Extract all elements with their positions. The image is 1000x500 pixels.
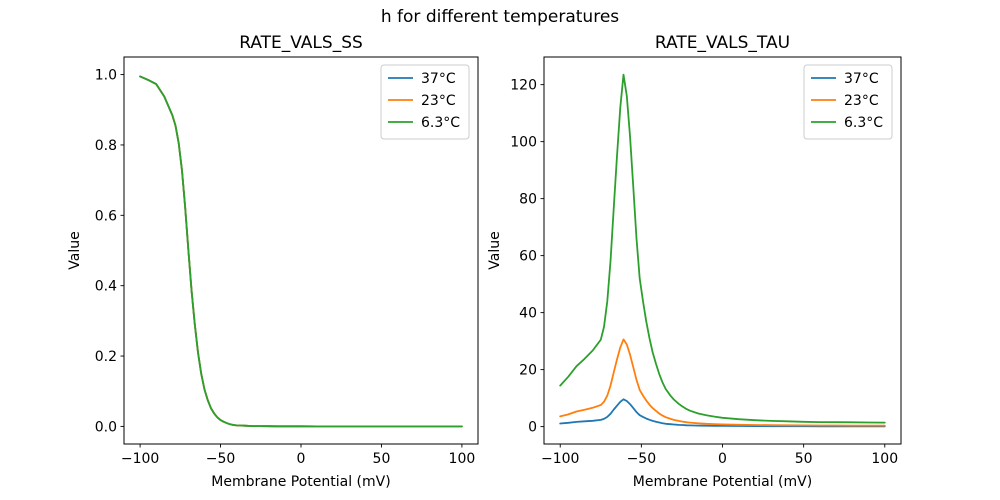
x-tick-label: 0 [297,451,306,467]
legend-box [803,64,893,140]
legend-label-23-c: 23°C [844,93,879,109]
x-tick-label: 100 [449,451,476,467]
x-tick-label: −50 [206,451,236,467]
chart-title: RATE_VALS_SS [239,33,363,53]
x-tick-label: 100 [871,451,898,467]
x-tick-label: −50 [627,451,657,467]
x-tick-label: −100 [541,451,579,467]
x-tick-label: 50 [795,451,813,467]
series-line-6-3-c [559,73,886,424]
legend: 37°C 23°C 6.3°C [380,64,470,140]
chart-rate-vals-ss: −100 −50 0 50 100 0.0 0.2 0.4 0.6 0.8 1.0 RATE_VALS… [67,33,479,490]
figure-title: h for different temperatures [380,7,620,27]
series-line-6-3-c [139,75,463,428]
legend-label-37-c: 37°C [844,71,879,87]
x-tick-label: −100 [121,451,159,467]
y-tick-label: 20 [519,363,537,379]
y-tick-label: 120 [510,78,537,94]
legend: 37°C 23°C 6.3°C [803,64,893,140]
legend-label-6-3-c: 6.3°C [421,115,460,131]
legend-label-37-c: 37°C [421,71,456,87]
series-line-23-c [559,338,886,427]
x-axis-label: Membrane Potential (mV) [211,474,390,490]
x-tick-label: 50 [373,451,391,467]
y-tick-label: 60 [519,249,537,265]
y-tick-label: 0.6 [95,208,117,224]
legend-box [380,64,470,140]
y-tick-label: 1.0 [95,68,117,84]
y-tick-label: 0.2 [95,349,117,365]
y-axis-label: Value [487,231,503,269]
y-axis-label: Value [67,231,83,269]
y-tick-label: 0.8 [95,138,117,154]
legend-label-23-c: 23°C [421,93,456,109]
y-tick-label: 80 [519,192,537,208]
chart-rate-vals-tau: −100 −50 0 50 100 0 20 40 60 80 100 120 RATE_VALS_TA… [487,33,902,490]
y-tick-label: 100 [510,135,537,151]
chart-title: RATE_VALS_TAU [655,33,790,53]
x-axis-label: Membrane Potential (mV) [633,474,812,490]
y-tick-label: 40 [519,306,537,322]
y-tick-label: 0.4 [95,279,117,295]
legend-label-6-3-c: 6.3°C [844,115,883,131]
x-tick-label: 0 [718,451,727,467]
series-line-37-c [559,398,886,428]
y-tick-label: 0.0 [95,419,117,435]
y-tick-label: 0 [528,420,537,436]
